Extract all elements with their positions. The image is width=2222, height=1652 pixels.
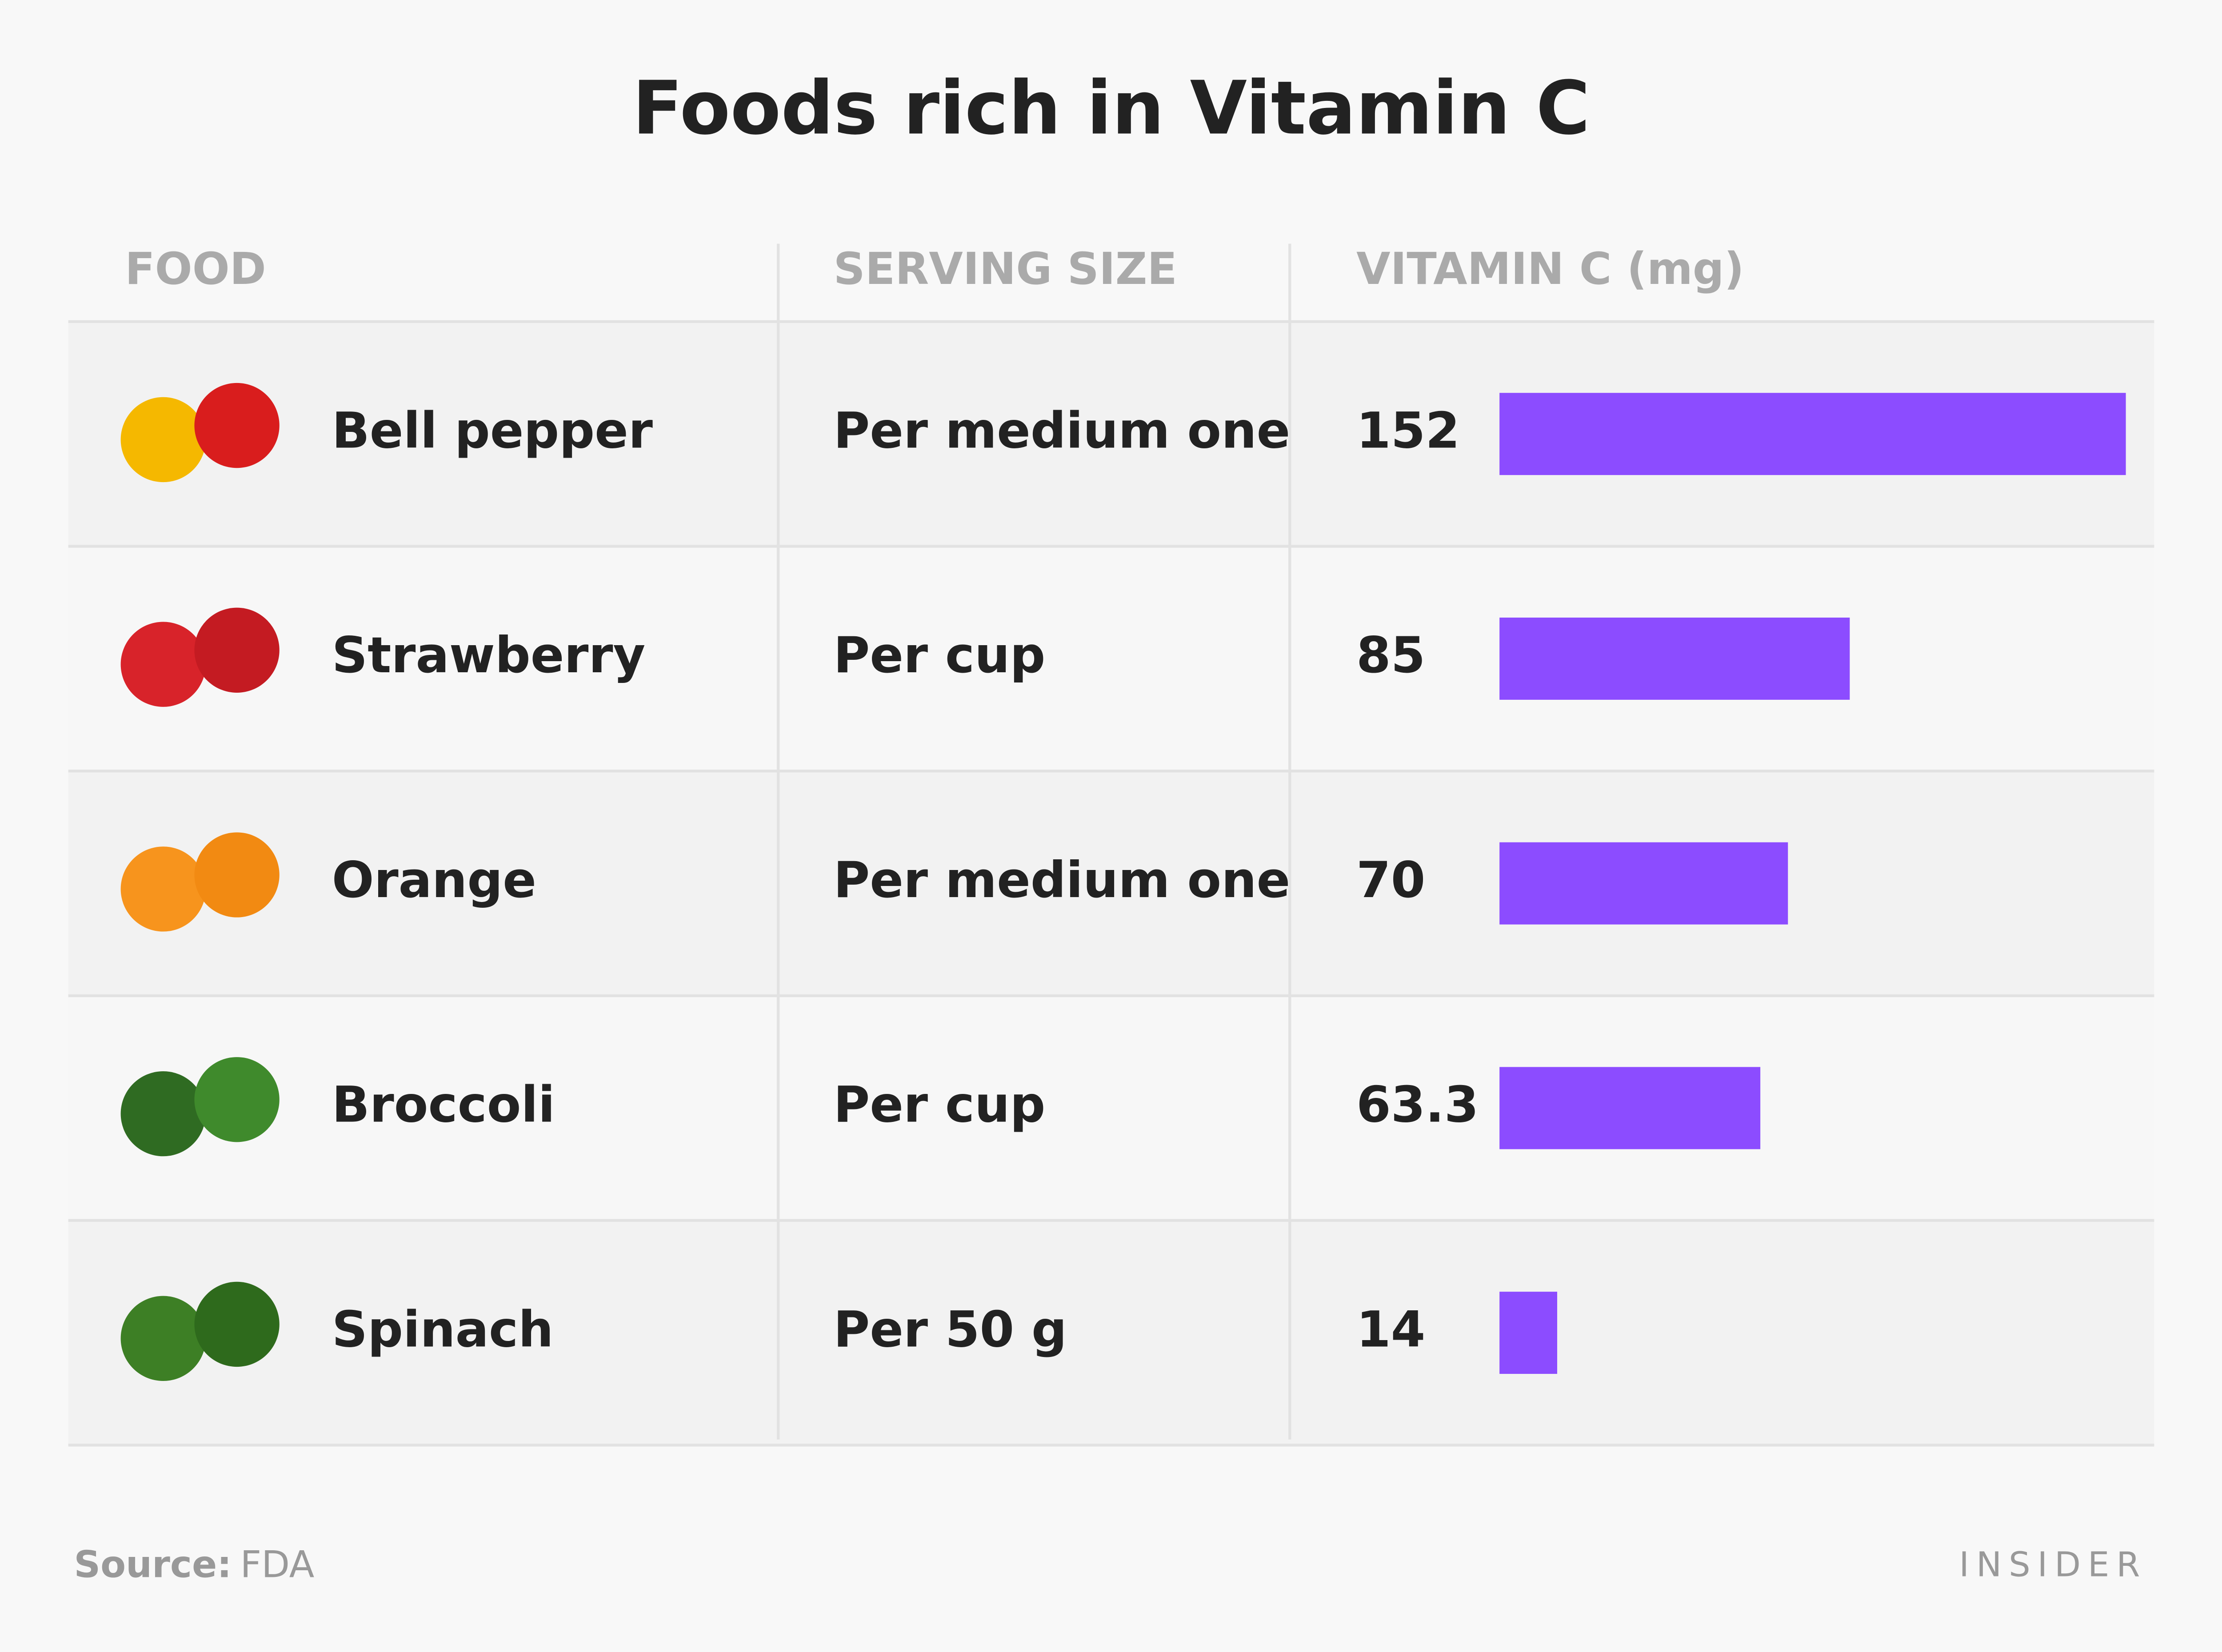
food-icon (194, 1281, 280, 1367)
serving-size: Per medium one (834, 851, 1291, 909)
food-name: Spinach (332, 1301, 554, 1358)
chart-title: Foods rich in Vitamin C (632, 66, 1590, 152)
brand: INSIDER (1959, 1545, 2147, 1585)
value-label: 63.3 (1356, 1076, 1479, 1134)
value-label: 152 (1356, 402, 1460, 459)
column-header: VITAMIN C (mg) (1356, 243, 1744, 295)
value-label: 85 (1356, 626, 1425, 684)
food-icon (194, 1057, 280, 1142)
source-value: FDA (240, 1543, 315, 1586)
table-row (68, 996, 2154, 1221)
column-header: FOOD (125, 243, 266, 295)
food-name: Bell pepper (332, 402, 653, 459)
bar (1499, 617, 1850, 700)
column-header: SERVING SIZE (834, 243, 1177, 295)
serving-size: Per 50 g (834, 1301, 1067, 1358)
food-icon (194, 383, 280, 468)
food-icon (120, 397, 206, 483)
food-icon (194, 607, 280, 693)
source-label: Source: (74, 1543, 232, 1586)
bar (1499, 842, 1788, 925)
food-name: Strawberry (332, 626, 646, 684)
value-label: 14 (1356, 1301, 1425, 1358)
bar (1499, 1067, 1761, 1149)
bar (1499, 393, 2126, 475)
serving-size: Per cup (834, 626, 1046, 684)
source: Source: FDA (74, 1543, 314, 1586)
food-name: Broccoli (332, 1076, 555, 1134)
serving-size: Per cup (834, 1076, 1046, 1134)
food-icon (194, 832, 280, 918)
table-row (68, 771, 2154, 996)
food-icon (120, 1071, 206, 1157)
food-icon (120, 622, 206, 707)
food-icon (120, 846, 206, 932)
table-body: Bell pepper Per medium one 152 Strawberry Pe… (68, 243, 2154, 1447)
serving-size: Per medium one (834, 402, 1291, 459)
food-icon (120, 1296, 206, 1381)
bar (1499, 1292, 1558, 1374)
food-name: Orange (332, 851, 536, 909)
value-label: 70 (1356, 851, 1425, 909)
table-row (68, 1220, 2154, 1445)
